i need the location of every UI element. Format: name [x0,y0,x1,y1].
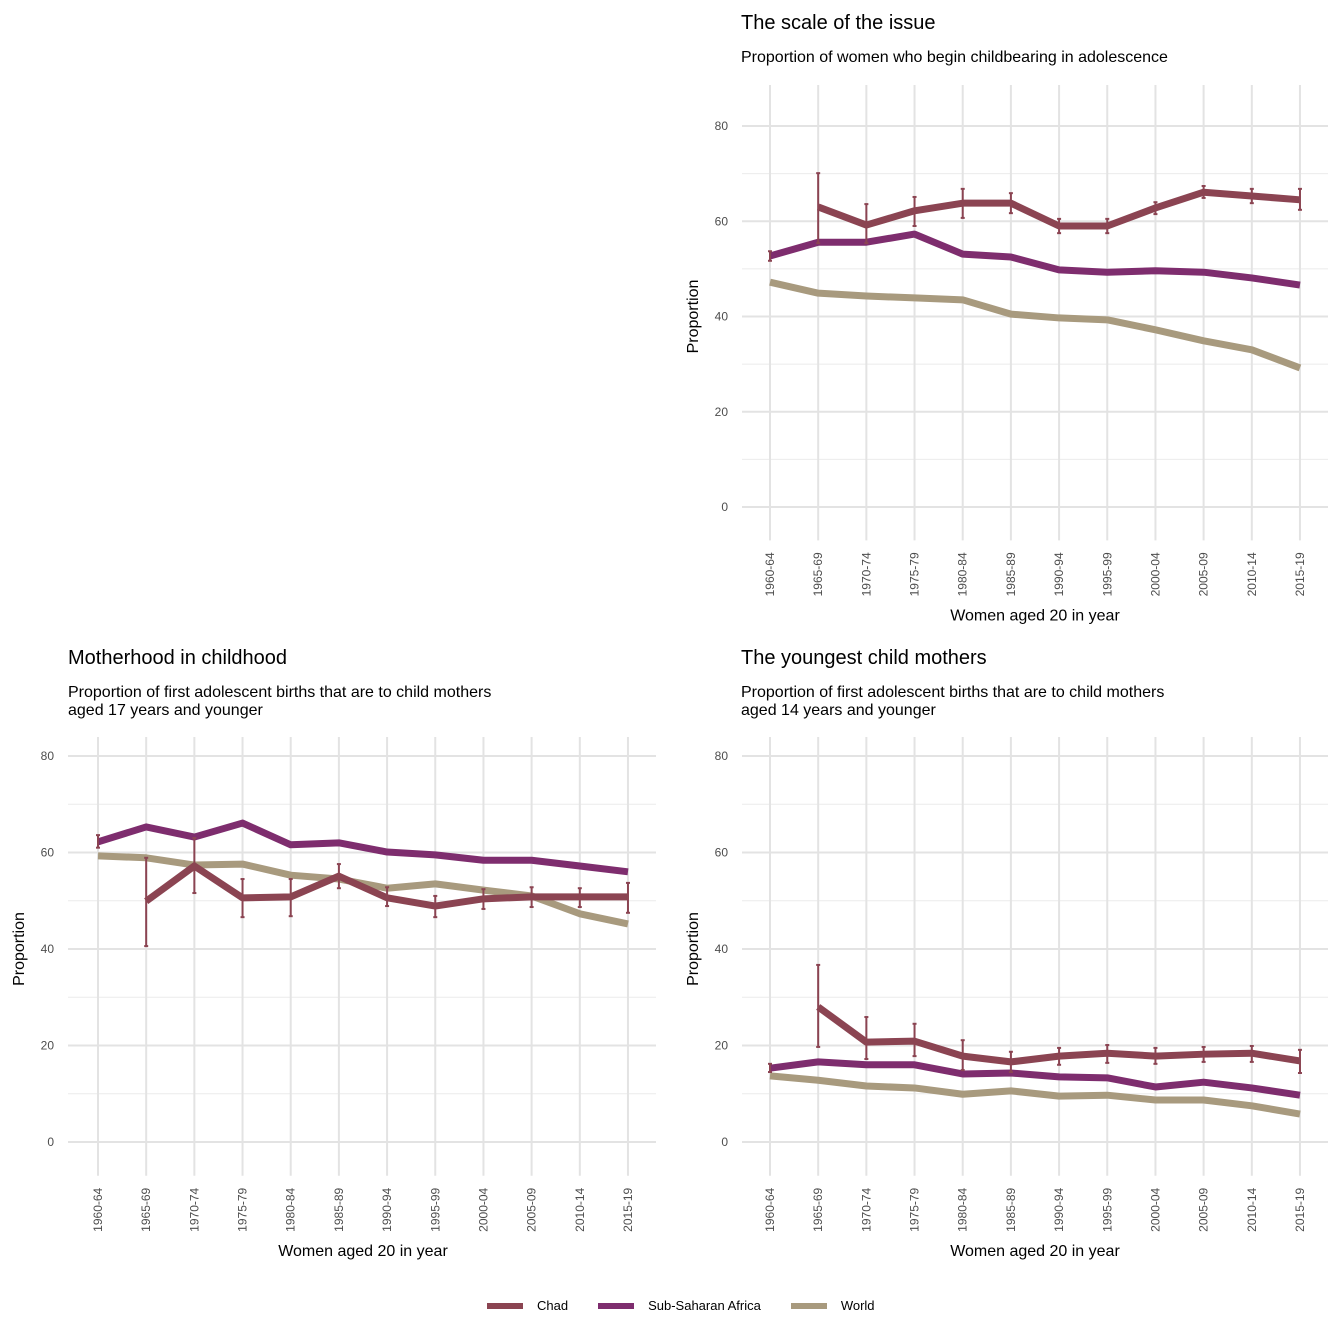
series-line-sub-saharan-africa [96,819,629,876]
x-tick-label: 2010-14 [573,1187,587,1231]
y-tick-label: 20 [715,1039,729,1053]
x-tick-label: 1970-74 [859,552,873,596]
legend-swatch-ssa [598,1302,635,1309]
x-axis-title: Women aged 20 in year [950,1243,1120,1260]
legend-swatch-world [790,1302,827,1309]
x-tick-label: 1995-99 [428,1187,442,1231]
x-axis-title: Women aged 20 in year [278,1243,448,1260]
legend: Chad Sub-Saharan Africa World [487,1298,905,1313]
x-tick-label: 1965-69 [139,1187,153,1231]
series-line-world [769,278,1302,372]
legend-item-ssa: Sub-Saharan Africa [598,1298,761,1313]
x-tick-label: 1995-99 [1100,1187,1114,1231]
legend-label: World [840,1298,875,1313]
panel-3-subtitle: Proportion of first adolescent births th… [741,684,1165,719]
y-tick-label: 80 [715,749,729,763]
x-tick-label: 1965-69 [811,552,825,596]
x-tick-label: 2015-19 [621,1187,635,1231]
panel-3-title: The youngest child mothers [741,647,987,669]
legend-item-chad: Chad [487,1298,568,1313]
x-tick-label: 1980-84 [284,1187,298,1231]
x-tick-label: 1995-99 [1100,552,1114,596]
x-tick-label: 1985-89 [1004,1187,1018,1231]
x-tick-label: 1980-84 [956,1187,970,1231]
series-line-sub-saharan-africa [769,1058,1301,1099]
x-tick-label: 2015-19 [1293,552,1307,596]
y-tick-label: 80 [715,119,729,133]
y-axis-title: Proportion [11,912,28,986]
panel-2-subtitle: Proportion of first adolescent births th… [68,684,492,719]
y-tick-label: 20 [41,1039,55,1053]
legend-item-world: World [790,1298,875,1313]
y-tick-label: 40 [715,942,729,956]
x-axis-title: Women aged 20 in year [950,607,1120,624]
panel-2-title: Motherhood in childhood [68,647,288,669]
x-tick-label: 2005-09 [1197,1187,1211,1231]
x-tick-label: 2000-04 [1148,552,1162,596]
series-line-world [769,1072,1301,1118]
x-tick-label: 2010-14 [1245,1187,1259,1231]
y-tick-label: 20 [715,405,729,419]
x-tick-label: 1975-79 [908,1187,922,1231]
x-tick-label: 2005-09 [1197,552,1211,596]
x-tick-label: 1970-74 [187,1187,201,1231]
panel-1-title: The scale of the issue [741,12,936,34]
x-tick-label: 1965-69 [811,1187,825,1231]
y-tick-label: 60 [41,846,55,860]
y-tick-label: 60 [715,846,729,860]
x-tick-label: 1990-94 [1052,552,1066,596]
x-tick-label: 2010-14 [1245,552,1259,596]
x-tick-label: 1990-94 [1052,1187,1066,1231]
y-tick-label: 40 [41,942,55,956]
x-tick-label: 1975-79 [236,1187,250,1231]
x-tick-label: 1980-84 [956,552,970,596]
y-tick-label: 80 [41,749,55,763]
x-tick-label: 2015-19 [1293,1187,1307,1231]
x-tick-label: 1985-89 [1004,552,1018,596]
legend-swatch-chad [487,1302,523,1309]
x-tick-label: 1990-94 [380,1187,394,1231]
legend-label: Chad [537,1298,569,1313]
series-line-sub-saharan-africa [769,230,1301,289]
x-tick-label: 1960-64 [763,552,777,596]
x-tick-label: 1985-89 [332,1187,346,1231]
x-tick-label: 2005-09 [525,1187,539,1231]
x-tick-label: 2000-04 [476,1187,490,1231]
panel-1-subtitle: Proportion of women who begin childbeari… [741,49,1168,66]
y-tick-label: 60 [715,214,729,228]
x-tick-label: 2000-04 [1148,1187,1162,1231]
y-tick-label: 40 [715,310,729,324]
x-tick-label: 1970-74 [859,1187,873,1231]
y-axis-title: Proportion [685,912,702,986]
legend-label: Sub-Saharan Africa [648,1298,761,1313]
x-tick-label: 1960-64 [91,1187,105,1231]
y-tick-label: 0 [47,1135,54,1149]
x-tick-label: 1960-64 [763,1187,777,1231]
y-tick-label: 0 [721,500,728,514]
x-tick-label: 1975-79 [908,552,922,596]
y-axis-title: Proportion [685,280,702,354]
y-tick-label: 0 [721,1135,728,1149]
